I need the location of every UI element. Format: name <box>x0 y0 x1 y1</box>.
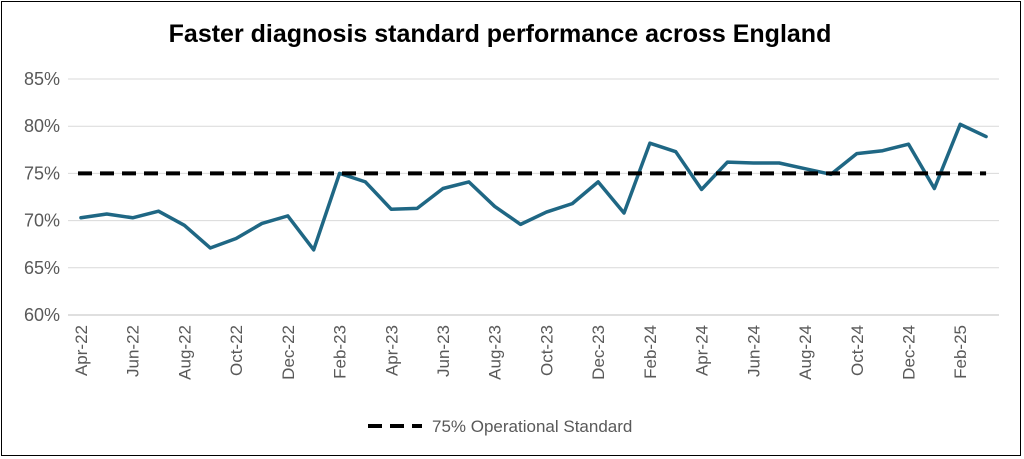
x-tick-label: Apr-24 <box>693 325 712 376</box>
x-tick-label: Feb-24 <box>641 325 660 379</box>
x-tick-label: Oct-22 <box>227 325 246 376</box>
x-tick-label: Dec-24 <box>899 325 918 380</box>
x-tick-label: Apr-22 <box>72 325 91 376</box>
x-tick-label: Feb-25 <box>951 325 970 379</box>
x-tick-label: Apr-23 <box>382 325 401 376</box>
y-tick-label: 65% <box>24 258 60 278</box>
x-tick-label: Aug-22 <box>175 325 194 380</box>
y-tick-label: 60% <box>24 305 60 325</box>
x-tick-label: Oct-24 <box>848 325 867 376</box>
chart-title: Faster diagnosis standard performance ac… <box>169 20 832 48</box>
x-tick-label: Jun-23 <box>434 325 453 377</box>
y-tick-label: 75% <box>24 163 60 183</box>
x-tick-label: Jun-22 <box>124 325 143 377</box>
gridlines <box>68 78 999 316</box>
x-tick-label: Feb-23 <box>331 325 350 379</box>
y-tick-label: 80% <box>24 116 60 136</box>
legend: 75% Operational Standard <box>368 417 632 436</box>
legend-label-standard: 75% Operational Standard <box>432 417 632 436</box>
x-tick-label: Aug-24 <box>796 325 815 380</box>
x-tick-label: Dec-23 <box>589 325 608 380</box>
y-tick-label: 85% <box>24 69 60 89</box>
series-line-performance <box>79 122 988 252</box>
x-axis-ticks: Apr-22 Jun-22 Aug-22 Oct-22 Dec-22 Feb-23 Apr-… <box>72 325 970 380</box>
x-tick-label: Dec-22 <box>279 325 298 380</box>
series-group <box>78 122 988 252</box>
y-axis-ticks: 60% 65% 70% 75% 80% 85% <box>24 69 60 325</box>
x-tick-label: Aug-23 <box>486 325 505 380</box>
x-tick-label: Oct-23 <box>537 325 556 376</box>
y-tick-label: 70% <box>24 211 60 231</box>
x-tick-label: Jun-24 <box>744 325 763 377</box>
